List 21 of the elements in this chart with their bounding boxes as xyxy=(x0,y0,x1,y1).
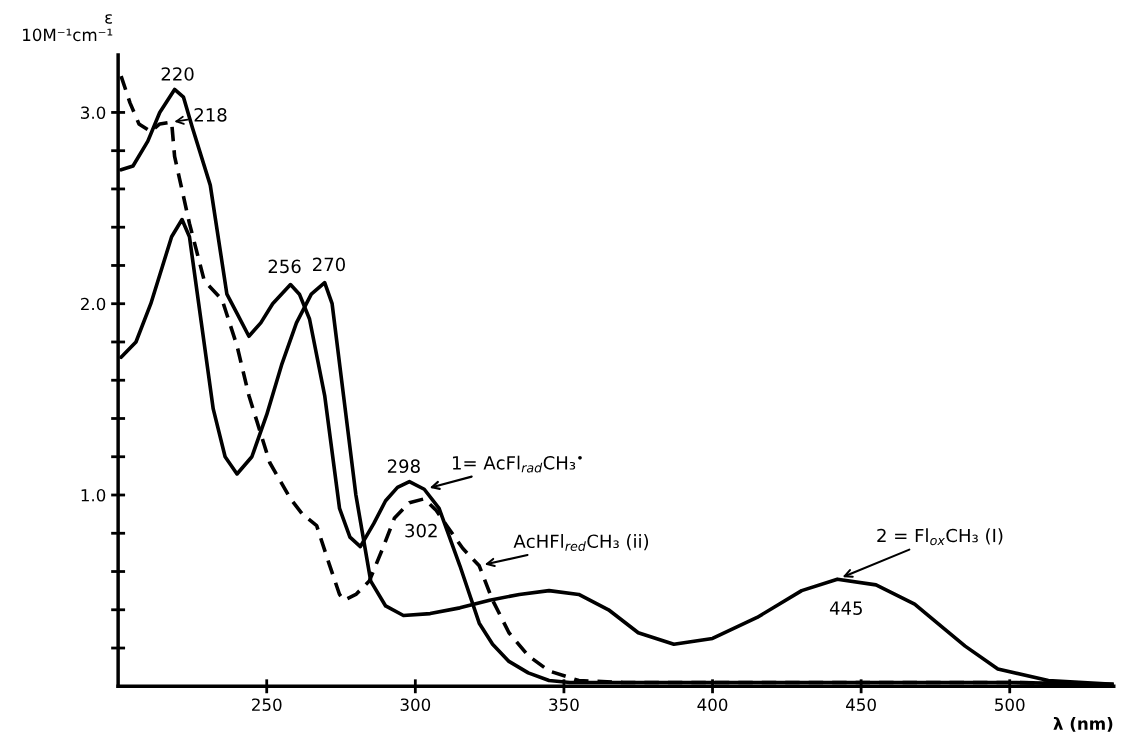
y-tick-label: 2.0 xyxy=(81,297,106,311)
annotation: 445 xyxy=(829,601,862,615)
text: 2 = Fl$_{ox}$CH₃ (I) xyxy=(877,528,1003,546)
annotation: 220 xyxy=(161,67,194,81)
y-tick-label: 3.0 xyxy=(81,106,106,119)
text: AcHFl$_{red}$CH₃ (ii) xyxy=(513,534,649,551)
x-tick-label: 300 xyxy=(400,698,431,711)
annotation: 270 xyxy=(313,257,345,272)
series-label: 1= AcFl$_{rad}$CH₃$^{•}$ xyxy=(452,455,582,473)
x-axis-title: λ (nm) xyxy=(1053,717,1113,732)
annotation: 298 xyxy=(387,459,420,473)
x-tick-label: 400 xyxy=(697,698,728,711)
x-tick-label: 450 xyxy=(846,698,876,711)
annotation: 302 xyxy=(405,523,437,538)
y-axis-title: ε 10M⁻¹cm⁻¹ xyxy=(23,14,113,42)
x-tick-label: 500 xyxy=(995,698,1025,711)
x-tick-label: 350 xyxy=(549,698,579,711)
annotation: 218 xyxy=(194,108,227,122)
y-tick-label: 1.0 xyxy=(81,488,106,502)
annotation: 256 xyxy=(268,259,301,274)
x-tick-label: 250 xyxy=(252,698,282,711)
